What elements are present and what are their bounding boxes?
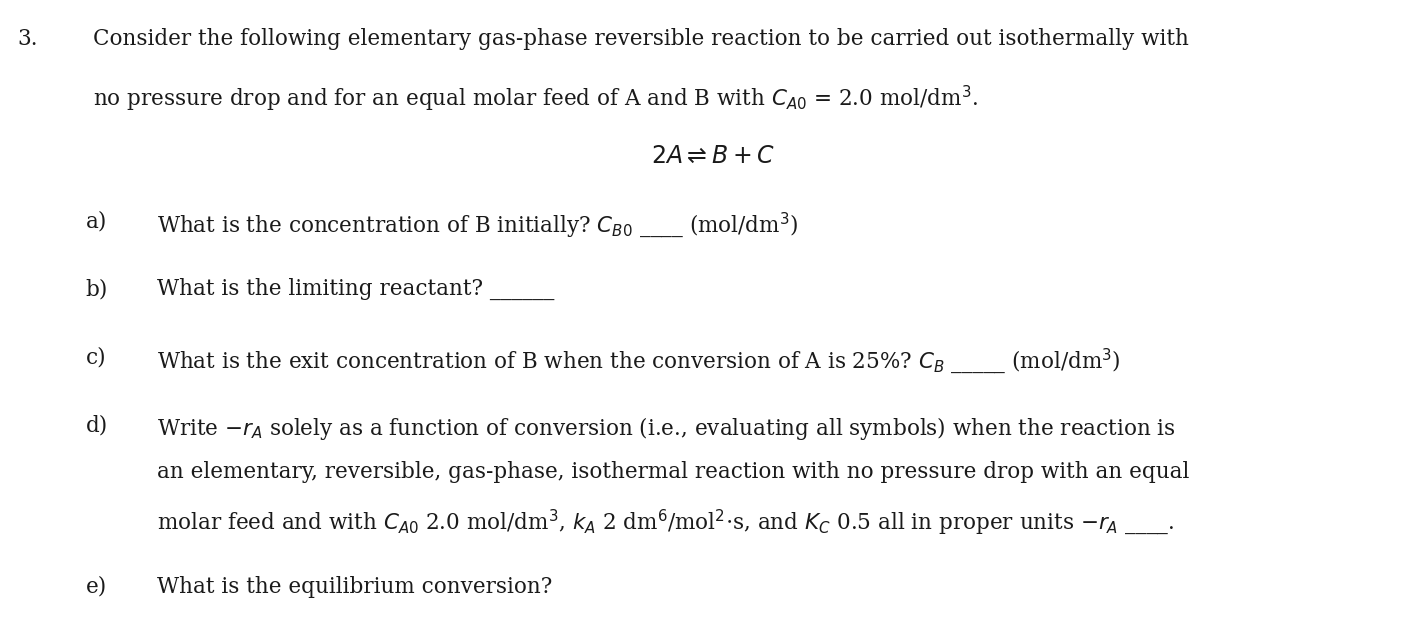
Text: $2A \rightleftharpoons B + C$: $2A \rightleftharpoons B + C$ — [652, 145, 774, 169]
Text: e): e) — [86, 576, 107, 598]
Text: 3.: 3. — [17, 28, 37, 50]
Text: a): a) — [86, 210, 107, 232]
Text: Write $-r_A$ solely as a function of conversion (i.e., evaluating all symbols) w: Write $-r_A$ solely as a function of con… — [157, 415, 1175, 441]
Text: molar feed and with $C_{A0}$ 2.0 mol/dm$^3$, $k_A$ 2 dm$^6$/mol$^2$⋅s, and $K_C$: molar feed and with $C_{A0}$ 2.0 mol/dm$… — [157, 508, 1174, 538]
Text: d): d) — [86, 415, 108, 436]
Text: b): b) — [86, 278, 108, 300]
Text: an elementary, reversible, gas-phase, isothermal reaction with no pressure drop : an elementary, reversible, gas-phase, is… — [157, 461, 1189, 483]
Text: What is the exit concentration of B when the conversion of A is 25%? $C_B$ _____: What is the exit concentration of B when… — [157, 347, 1121, 376]
Text: What is the concentration of B initially? $C_{B0}$ ____ (mol/dm$^3$): What is the concentration of B initially… — [157, 210, 799, 240]
Text: What is the equilibrium conversion?: What is the equilibrium conversion? — [157, 576, 552, 598]
Text: c): c) — [86, 347, 106, 368]
Text: Consider the following elementary gas-phase reversible reaction to be carried ou: Consider the following elementary gas-ph… — [93, 28, 1188, 50]
Text: no pressure drop and for an equal molar feed of A and B with $C_{A0}$ = 2.0 mol/: no pressure drop and for an equal molar … — [93, 84, 978, 113]
Text: What is the limiting reactant? ______: What is the limiting reactant? ______ — [157, 278, 555, 301]
